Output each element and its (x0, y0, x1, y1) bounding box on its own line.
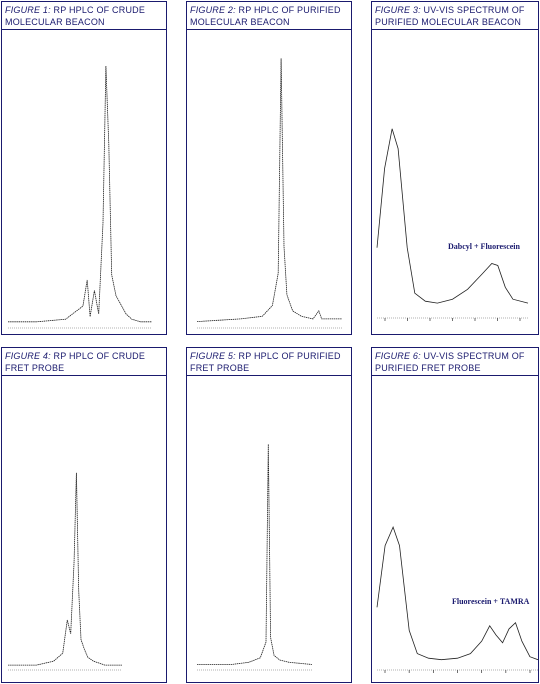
figure-6-plot: Fluorescein + TAMRA (372, 377, 538, 682)
figure-5-series-line (197, 444, 313, 665)
figure-4-number: FIGURE 4: (5, 351, 51, 361)
figure-6-chart: Fluorescein + TAMRA (376, 525, 538, 673)
figure-3-number: FIGURE 3: (375, 5, 421, 15)
figure-2-panel: FIGURE 2: RP HPLC OF PURIFIED MOLECULAR … (186, 1, 352, 335)
figure-2-plot (187, 31, 351, 334)
figure-6-caption: FIGURE 6: UV-VIS SPECTRUM OF PURIFIED FR… (372, 348, 538, 376)
figure-4-title-line2: FRET PROBE (5, 363, 65, 373)
figure-5-panel: FIGURE 5: RP HPLC OF PURIFIED FRET PROBE (186, 347, 352, 683)
figure-5-plot (187, 377, 351, 682)
figure-3-plot: Dabcyl + Fluorescein (372, 31, 538, 334)
figure-1-plot (2, 31, 166, 334)
figure-6-series-line (376, 525, 538, 661)
figure-1-title-line2: MOLECULAR BEACON (5, 17, 105, 27)
figure-1-series-line (8, 65, 152, 323)
figure-4-series-line (8, 472, 122, 666)
figure-4-title-line1: RP HPLC OF CRUDE (50, 351, 146, 361)
figure-6-number: FIGURE 6: (375, 351, 421, 361)
figure-3-panel: FIGURE 3: UV-VIS SPECTRUM OF PURIFIED MO… (371, 1, 539, 335)
figure-5-number: FIGURE 5: (190, 351, 236, 361)
figure-4-chart (8, 472, 122, 671)
figure-5-title-line1: RP HPLC OF PURIFIED (235, 351, 341, 361)
figure-5-title-line2: FRET PROBE (190, 363, 250, 373)
figure-2-series-line (196, 58, 342, 322)
figure-2-number: FIGURE 2: (190, 5, 236, 15)
figure-3-title-line1: UV-VIS SPECTRUM OF (420, 5, 525, 15)
figure-5-caption: FIGURE 5: RP HPLC OF PURIFIED FRET PROBE (187, 348, 351, 376)
figure-3-series-line (376, 128, 529, 304)
figure-4-plot (2, 377, 166, 682)
figure-6-title-line2: PURIFIED FRET PROBE (375, 363, 481, 373)
figure-4-panel: FIGURE 4: RP HPLC OF CRUDE FRET PROBE (1, 347, 167, 683)
figure-3-title-line2: PURIFIED MOLECULAR BEACON (375, 17, 522, 27)
figure-6-title-line1: UV-VIS SPECTRUM OF (420, 351, 525, 361)
figure-2-title-line1: RP HPLC OF PURIFIED (235, 5, 341, 15)
figure-1-caption: FIGURE 1: RP HPLC OF CRUDE MOLECULAR BEA… (2, 2, 166, 30)
figure-5-chart (197, 444, 313, 671)
figure-1-panel: FIGURE 1: RP HPLC OF CRUDE MOLECULAR BEA… (1, 1, 167, 335)
figure-2-caption: FIGURE 2: RP HPLC OF PURIFIED MOLECULAR … (187, 2, 351, 30)
figure-1-title-line1: RP HPLC OF CRUDE (50, 5, 146, 15)
figure-6-annotation: Fluorescein + TAMRA (452, 597, 530, 606)
figure-3-annotation: Dabcyl + Fluorescein (448, 242, 521, 251)
figure-4-caption: FIGURE 4: RP HPLC OF CRUDE FRET PROBE (2, 348, 166, 376)
figure-3-chart: Dabcyl + Fluorescein (376, 128, 529, 321)
figure-1-number: FIGURE 1: (5, 5, 51, 15)
figure-3-caption: FIGURE 3: UV-VIS SPECTRUM OF PURIFIED MO… (372, 2, 538, 30)
figure-6-panel: FIGURE 6: UV-VIS SPECTRUM OF PURIFIED FR… (371, 347, 539, 683)
figure-1-chart (8, 65, 152, 329)
figure-2-title-line2: MOLECULAR BEACON (190, 17, 290, 27)
figure-2-chart (196, 58, 342, 329)
